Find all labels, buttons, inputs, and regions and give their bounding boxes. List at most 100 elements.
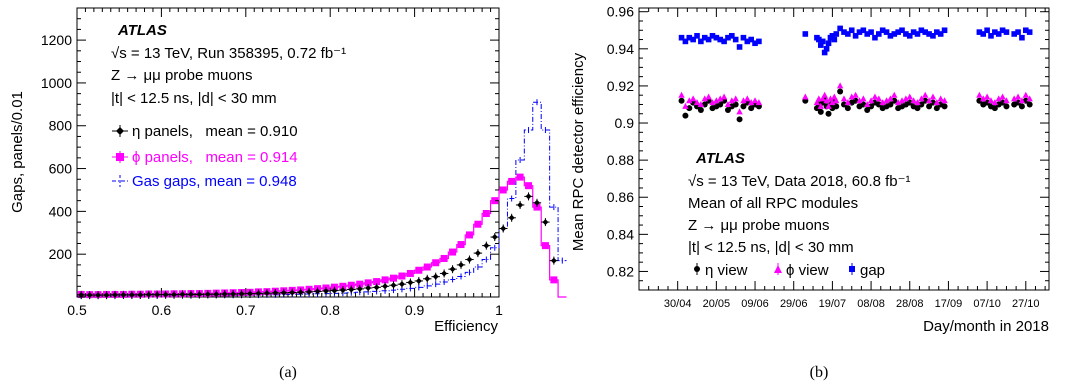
eta-panel-point (306, 288, 313, 295)
phi-view-point (686, 97, 693, 104)
eta-view-point (891, 97, 898, 104)
phi-panel-point (465, 231, 473, 239)
atlas-label-b: ATLAS (695, 150, 745, 167)
y-tick-label-b: 0.92 (607, 78, 634, 94)
gap-point (756, 38, 762, 45)
gap-point (819, 38, 826, 45)
eta-view-point (841, 101, 847, 108)
eta-panel-point (78, 291, 85, 298)
eta-panel-point (322, 288, 329, 295)
gap-point (891, 31, 898, 37)
gap-point (678, 34, 685, 41)
phi-view-point (867, 97, 875, 104)
eta-view-point (976, 97, 983, 104)
y-tick-label-a: 800 (49, 118, 73, 134)
phi-view-point (740, 97, 747, 104)
gap-point (848, 27, 855, 34)
y-tick-label-a: 1000 (41, 75, 72, 91)
eta-view-point (686, 105, 693, 112)
eta-panel-point (247, 290, 254, 297)
eta-view-point (817, 108, 824, 115)
eta-panel-point (103, 292, 110, 299)
gap-point (736, 44, 743, 50)
legend-label-gas: Gas gaps, mean = 0.948 (132, 173, 297, 190)
y-tick-label-b: 0.84 (607, 226, 634, 242)
series-gas-gaps-line (77, 101, 567, 297)
phi-panel-point (499, 186, 507, 194)
eta-panel-point (398, 281, 405, 288)
phi-panel-point (457, 241, 465, 249)
gap-point (895, 29, 901, 35)
gap-point (740, 34, 747, 41)
y-tick-label-b: 0.86 (607, 189, 634, 205)
caption-b: (b) (810, 364, 829, 381)
phi-view-point (898, 97, 906, 104)
eta-panel-point (500, 225, 507, 232)
y-tick-label-b: 0.82 (607, 263, 634, 279)
phi-view-point (879, 99, 886, 106)
gap-point (914, 31, 921, 37)
phi-view-point (844, 99, 852, 106)
x-tick-label-b: 29/06 (780, 298, 808, 310)
annotation-probe-b: Z → μμ probe muons (688, 217, 830, 234)
legend-swatch-gap (849, 263, 855, 275)
phi-panel-point (533, 203, 541, 211)
phi-view-point (976, 91, 983, 98)
eta-panel-point (474, 250, 481, 257)
eta-panel-point (221, 291, 228, 298)
phi-view-point (860, 95, 867, 102)
phi-view-point (701, 95, 708, 102)
eta-panel-point (187, 291, 194, 298)
phi-view-point (864, 100, 871, 107)
phi-view-point (736, 108, 743, 115)
phi-view-point (1014, 93, 1022, 100)
eta-panel-point (432, 273, 439, 280)
legend-label-phi: ϕ panels, mean = 0.914 (132, 149, 298, 166)
x-tick-label-b: 27/10 (1012, 298, 1040, 310)
eta-panel-point (238, 290, 245, 297)
gap-point (976, 29, 983, 35)
y-tick-label-a: 200 (49, 246, 73, 262)
eta-panel-point (331, 287, 338, 294)
phi-view-point (1003, 97, 1010, 104)
phi-view-point (755, 99, 763, 106)
phi-panel-point (398, 272, 406, 280)
gap-point (1003, 29, 1010, 35)
eta-panel-point (95, 292, 102, 299)
phi-view-point (980, 95, 987, 102)
gap-point (941, 27, 948, 34)
eta-panel-point (356, 285, 363, 292)
phi-view-point (1018, 97, 1026, 104)
eta-panel-point (517, 201, 524, 208)
phi-view-point (848, 93, 855, 100)
eta-view-point (736, 116, 743, 123)
phi-view-point (825, 102, 832, 109)
phi-view-point (751, 97, 759, 104)
x-tick-label-b: 28/08 (896, 298, 924, 310)
eta-panel-point (533, 199, 540, 206)
gap-point (922, 29, 929, 35)
gap-point (1026, 29, 1033, 35)
eta-panel-point (508, 214, 515, 221)
x-tick-label-a: 0.9 (405, 302, 425, 318)
x-tick-label-b: 07/10 (973, 298, 1001, 310)
eta-view-point (678, 97, 685, 104)
gap-point (705, 36, 712, 43)
gap-point (698, 38, 704, 45)
phi-view-point (819, 95, 826, 102)
legend-swatch-eta (112, 125, 128, 137)
eta-panel-point (458, 261, 465, 268)
gap-point (995, 31, 1002, 37)
legend-label-eta-view: η view (705, 262, 748, 279)
eta-panel-point (466, 256, 473, 263)
phi-view-point (840, 95, 848, 102)
gap-point (713, 34, 720, 41)
y-tick-label-b: 0.88 (607, 152, 634, 168)
eta-panel-point (365, 285, 372, 292)
phi-panel-point (482, 210, 490, 218)
phi-panel-point (440, 254, 448, 262)
legend-label-eta: η panels, mean = 0.910 (132, 123, 298, 140)
y-tick-label-a: 600 (49, 161, 73, 177)
eta-view-point (1018, 103, 1025, 110)
